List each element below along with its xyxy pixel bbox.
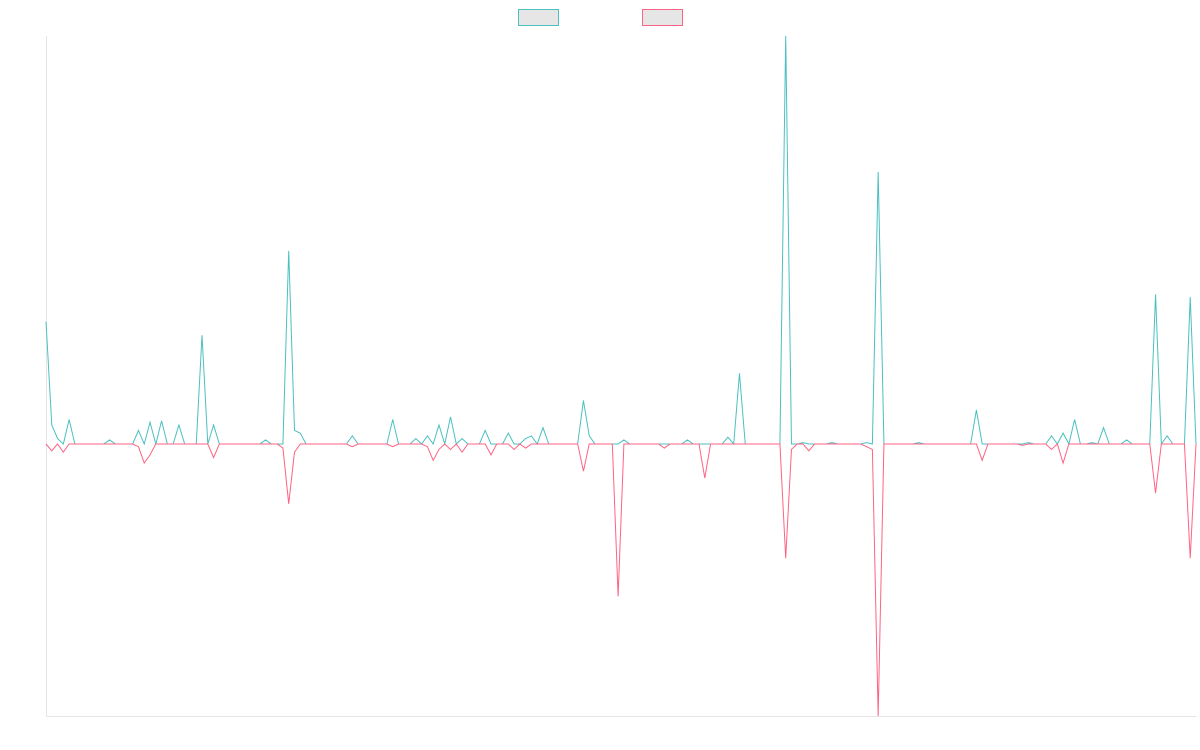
series-layer bbox=[45, 35, 1197, 717]
legend bbox=[518, 9, 683, 26]
legend-swatch-2[interactable] bbox=[642, 9, 683, 26]
series-line-2 bbox=[45, 443, 1197, 717]
legend-swatch-1[interactable] bbox=[518, 9, 559, 26]
axes bbox=[46, 36, 1196, 717]
series-line-1 bbox=[45, 35, 1197, 446]
